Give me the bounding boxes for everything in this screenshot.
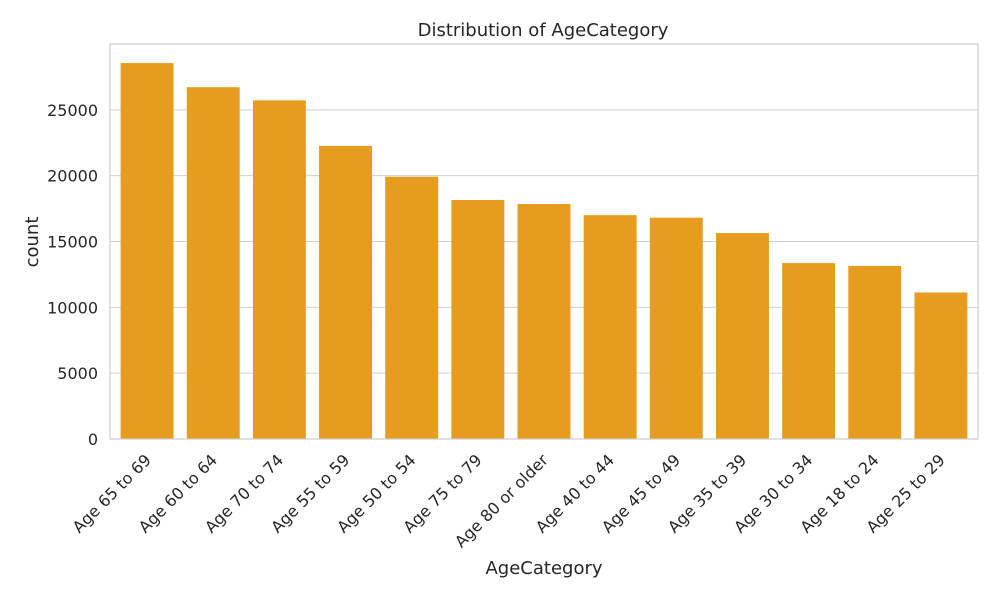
bar xyxy=(848,265,902,439)
y-tick-label: 25000 xyxy=(47,101,98,120)
bar xyxy=(517,203,571,439)
bar xyxy=(583,215,637,439)
bar xyxy=(186,87,240,439)
bar xyxy=(649,217,703,439)
chart-title: Distribution of AgeCategory xyxy=(418,20,669,41)
bar xyxy=(914,292,968,439)
bar xyxy=(252,100,306,439)
bar xyxy=(319,145,372,439)
bar xyxy=(716,233,769,439)
y-tick-label: 10000 xyxy=(47,298,98,317)
x-axis-label: AgeCategory xyxy=(485,558,602,579)
y-tick-label: 0 xyxy=(88,430,98,449)
y-tick-label: 20000 xyxy=(47,167,98,186)
y-tick-label: 15000 xyxy=(47,233,98,252)
bars-group xyxy=(120,63,968,439)
y-axis-ticks: 0 5000 10000 15000 20000 25000 xyxy=(47,101,98,449)
bar xyxy=(120,63,174,439)
bar xyxy=(782,263,836,439)
bar xyxy=(451,200,505,439)
plot-frame xyxy=(109,43,979,440)
y-tick-label: 5000 xyxy=(57,364,98,383)
y-axis-label: count xyxy=(22,217,43,268)
bar xyxy=(385,176,439,439)
